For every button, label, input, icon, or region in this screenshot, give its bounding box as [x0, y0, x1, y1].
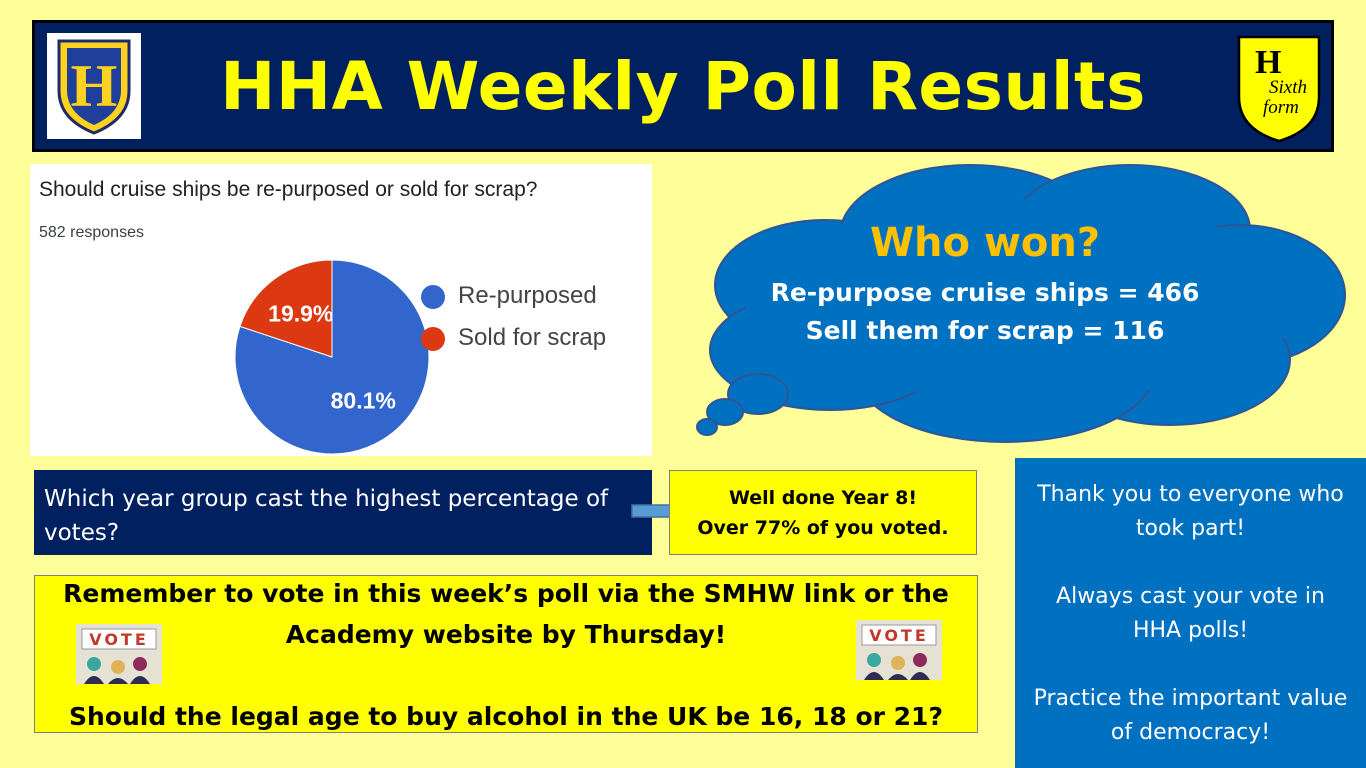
- svg-text:form: form: [1263, 97, 1299, 118]
- svg-text:H: H: [71, 53, 118, 119]
- poll-chart-card: Should cruise ships be re-purposed or so…: [30, 164, 652, 456]
- sixth-form-logo: H Sixth form: [1233, 29, 1325, 145]
- pie-chart: 19.9% 80.1%: [234, 259, 430, 455]
- cloud-title: Who won?: [869, 220, 1101, 266]
- result-scrap: Sell them for scrap = 116: [805, 316, 1165, 345]
- year-group-answer: Well done Year 8! Over 77% of you voted.: [669, 470, 977, 555]
- result-repurpose: Re-purpose cruise ships = 466: [770, 278, 1200, 307]
- answer-line-2: Over 77% of you voted.: [697, 516, 949, 539]
- svg-text:VOTE: VOTE: [89, 630, 149, 649]
- democracy-text: Practice the important value of democrac…: [1033, 686, 1348, 745]
- school-logo-left: H: [47, 33, 141, 139]
- reminder-line-2: Academy website by Thursday!: [285, 620, 727, 649]
- chart-title: Should cruise ships be re-purposed or so…: [39, 178, 538, 201]
- vote-sign-icon: VOTE: [856, 620, 942, 680]
- shield-crest-icon: H: [47, 33, 141, 139]
- thought-cloud: [696, 164, 1346, 443]
- page-title: HHA Weekly Poll Results: [220, 47, 1146, 125]
- answer-line-1: Well done Year 8!: [728, 486, 918, 509]
- svg-text:Sixth: Sixth: [1269, 77, 1307, 98]
- legend-dot-scrap: [421, 327, 445, 351]
- vote-encouragement: Always cast your vote in HHA polls!: [1056, 584, 1325, 643]
- next-poll-question: Should the legal age to buy alcohol in t…: [69, 702, 943, 731]
- legend-dot-repurposed: [421, 285, 445, 309]
- pie-slice-scrap: [239, 259, 333, 358]
- header-banner: HHA Weekly Poll Results H H Sixth form: [32, 20, 1334, 152]
- reminder-box: Remember to vote in this week’s poll via…: [34, 575, 978, 733]
- sixth-form-crest-icon: H Sixth form: [1237, 35, 1321, 143]
- thanks-text: Thank you to everyone who took part!: [1037, 482, 1344, 541]
- year-group-question: Which year group cast the highest percen…: [34, 470, 652, 555]
- slice-label-repurposed: 80.1%: [331, 387, 396, 413]
- thanks-panel: Thank you to everyone who took part! Alw…: [1015, 458, 1366, 768]
- legend-label-repurposed: Re-purposed: [458, 282, 597, 309]
- vote-sign-icon: VOTE: [76, 624, 162, 684]
- svg-text:H: H: [1255, 44, 1281, 81]
- slice-label-scrap: 19.9%: [268, 301, 333, 327]
- svg-text:VOTE: VOTE: [869, 626, 929, 645]
- pie-slice-repurposed: [234, 259, 430, 455]
- chart-response-count: 582 responses: [39, 224, 144, 241]
- reminder-line-1: Remember to vote in this week’s poll via…: [63, 579, 949, 608]
- legend-label-scrap: Sold for scrap: [458, 324, 607, 351]
